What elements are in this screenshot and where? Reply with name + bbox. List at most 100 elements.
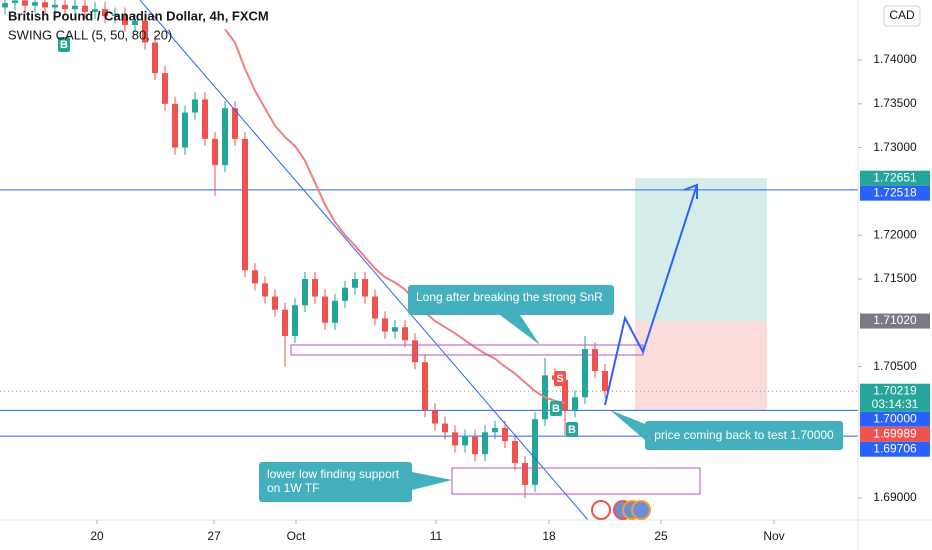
y-tick-label: 1.71500 bbox=[873, 271, 917, 285]
candle-body bbox=[582, 349, 588, 398]
flag-icon bbox=[631, 500, 651, 520]
price-badge-label: 1.70219 bbox=[873, 383, 917, 397]
candle-body bbox=[572, 397, 578, 411]
snr-box bbox=[290, 344, 644, 356]
candle-body bbox=[312, 279, 318, 297]
candle-body bbox=[432, 410, 438, 424]
moving-average bbox=[224, 28, 566, 405]
signal-marker bbox=[550, 401, 562, 416]
x-tick-label: 11 bbox=[430, 529, 443, 543]
flags bbox=[591, 500, 651, 520]
candle-body bbox=[522, 462, 528, 485]
y-tick-label: 1.73500 bbox=[873, 96, 917, 110]
arrow-head bbox=[683, 183, 698, 199]
candle-body bbox=[12, 0, 18, 4]
candle-body bbox=[92, 9, 98, 12]
candle-body bbox=[422, 362, 428, 411]
price-badge bbox=[860, 426, 930, 442]
candle-body bbox=[152, 42, 158, 74]
projection-arrow bbox=[604, 184, 698, 406]
candle-body bbox=[602, 370, 608, 392]
loss-zone bbox=[635, 321, 767, 411]
candle-body bbox=[292, 305, 298, 336]
candle-body bbox=[172, 103, 178, 148]
price-badge-label: 1.69706 bbox=[873, 441, 917, 455]
candle-body bbox=[32, 2, 38, 6]
candle-body bbox=[132, 20, 138, 25]
candle-body bbox=[42, 2, 48, 8]
candle-body bbox=[502, 427, 508, 442]
x-tick-label: Oct bbox=[287, 529, 306, 543]
note-pointer bbox=[610, 410, 645, 440]
price-badge-label: 1.71020 bbox=[873, 313, 917, 327]
candle-body bbox=[262, 283, 268, 297]
y-tick-label: 1.73000 bbox=[873, 140, 917, 154]
candle-body bbox=[192, 99, 198, 113]
chart-title: British Pound / Canadian Dollar, 4h, FXC… bbox=[8, 8, 269, 23]
candle-body bbox=[162, 73, 168, 104]
candle-body bbox=[532, 419, 538, 485]
candle-body bbox=[182, 112, 188, 148]
flag-icon bbox=[591, 500, 611, 520]
currency[interactable]: CAD bbox=[889, 8, 915, 22]
candle-body bbox=[442, 423, 448, 433]
y-tick-label: 1.70500 bbox=[873, 359, 917, 373]
note: Long after breaking the strong SnR bbox=[408, 285, 614, 315]
signal-label: S bbox=[556, 373, 563, 385]
note-pointer bbox=[412, 472, 452, 490]
candle-body bbox=[22, 0, 28, 6]
signal-label: B bbox=[568, 424, 576, 436]
candle-body bbox=[332, 300, 338, 323]
candle-body bbox=[2, 3, 8, 8]
candle-body bbox=[492, 427, 498, 433]
support-box bbox=[451, 467, 701, 495]
signal-label: B bbox=[552, 403, 560, 415]
candle-body bbox=[342, 287, 348, 301]
indicator-label: SWING CALL (5, 50, 80, 20) bbox=[8, 27, 172, 42]
candle-body bbox=[72, 5, 78, 10]
candle-body bbox=[302, 279, 308, 306]
price-badge bbox=[860, 185, 930, 201]
candle-body bbox=[102, 9, 108, 17]
candle-body bbox=[352, 279, 358, 288]
candle-body bbox=[362, 279, 368, 297]
countdown: 03:14:31 bbox=[872, 397, 919, 411]
signal-marker bbox=[566, 422, 578, 437]
candle-body bbox=[462, 436, 468, 446]
profit-zone bbox=[635, 178, 767, 322]
candle-body bbox=[282, 309, 288, 336]
price-badge bbox=[860, 313, 930, 329]
candle-body bbox=[272, 296, 278, 310]
candle-body bbox=[452, 432, 458, 446]
candle-body bbox=[82, 5, 88, 12]
candle-body bbox=[242, 138, 248, 271]
price-badge bbox=[860, 411, 930, 427]
price-badge-label: 1.69989 bbox=[873, 426, 917, 440]
price-badge-label: 1.72651 bbox=[873, 170, 917, 184]
candle-body bbox=[322, 296, 328, 323]
currency-badge[interactable] bbox=[883, 5, 921, 27]
candle-body bbox=[232, 108, 238, 139]
candle-body bbox=[112, 14, 118, 17]
candle-body bbox=[202, 99, 208, 139]
price-badge-label: 1.72518 bbox=[873, 185, 917, 199]
candle-body bbox=[392, 327, 398, 332]
candle-body bbox=[562, 379, 568, 411]
note: lower low finding support on 1W TF bbox=[259, 462, 412, 502]
candle-body bbox=[472, 436, 478, 455]
signal-label: B bbox=[60, 39, 68, 51]
candle-body bbox=[512, 441, 518, 463]
x-tick-label: Nov bbox=[763, 529, 784, 543]
note-pointer bbox=[500, 315, 540, 345]
candle-body bbox=[52, 4, 58, 8]
trend-line bbox=[139, 0, 589, 521]
note: price coming back to test 1.70000 bbox=[645, 421, 843, 450]
candle-body bbox=[62, 4, 68, 10]
price-badge bbox=[860, 441, 930, 457]
x-tick-label: 27 bbox=[207, 529, 221, 543]
candle-body bbox=[382, 318, 388, 332]
candle-body bbox=[222, 108, 228, 166]
price-badge-label: 1.70000 bbox=[873, 411, 917, 425]
price-badge bbox=[860, 383, 930, 412]
